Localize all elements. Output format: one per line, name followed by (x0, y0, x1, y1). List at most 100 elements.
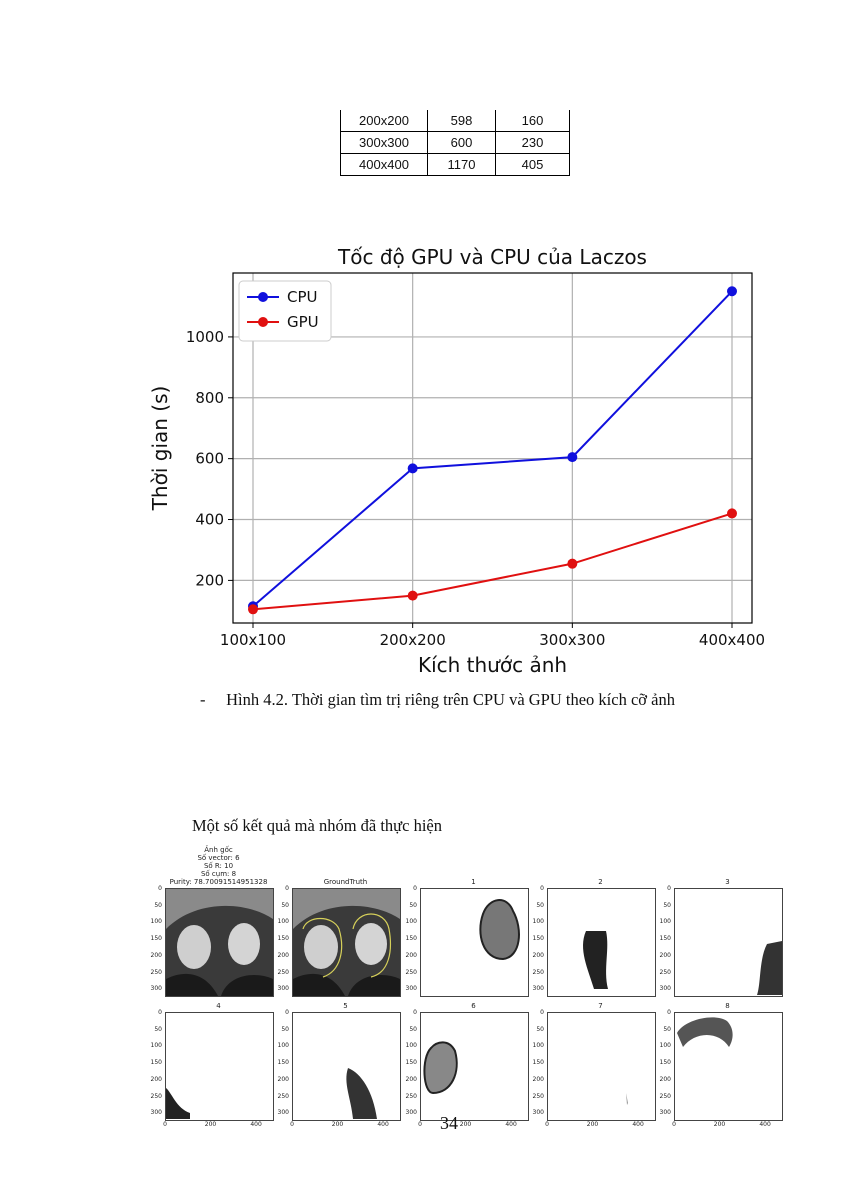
table-cell: 1170 (427, 153, 496, 176)
y-tick-label: 150 (277, 1059, 289, 1067)
results-intro: Một số kết quả mà nhóm đã thực hiện (192, 816, 442, 835)
data-point-cpu (567, 452, 578, 463)
table-row: 200x200 598 160 (340, 110, 570, 132)
result-panel: GroundTruth 0 50 100 150 200 250 300 (268, 878, 405, 1025)
y-tick-label: 200 (532, 1075, 544, 1083)
y-tick-label: 0 (285, 885, 289, 892)
x-tick-label: 300x300 (539, 631, 605, 649)
y-tick-label: 150 (405, 935, 417, 943)
result-panel: Ảnh gốc Số vector: 6 Số R: 10 Số cụm: 8 Puri… (141, 846, 278, 1025)
cluster-image (674, 888, 783, 997)
result-panel: 2 0 50 100 150 200 250 300 (523, 878, 660, 1025)
panel-title: 5 (343, 1002, 348, 1010)
y-tick-label: 200 (659, 1075, 671, 1083)
x-tick-label: 200x200 (380, 631, 446, 649)
x-tick-label: 200 (459, 1121, 472, 1128)
caption-bullet: - (200, 690, 206, 709)
y-tick-label: 200 (277, 951, 289, 959)
x-tick-label: 200 (331, 1121, 344, 1128)
y-tick-label: 200 (150, 951, 162, 959)
y-tick-label: 0 (667, 1009, 671, 1016)
y-tick-label: 50 (281, 901, 289, 909)
y-tick-label: 800 (195, 389, 224, 407)
y-tick-label: 0 (667, 885, 671, 892)
y-tick-label: 100 (150, 918, 162, 926)
y-tick-label: 250 (277, 968, 289, 976)
panel-title: 1 (471, 878, 476, 886)
table-row: 300x300 600 230 (340, 131, 570, 154)
y-tick-label: 250 (659, 1092, 671, 1100)
result-panel: 6 0 50 100 150 200 250 300 0 200 400 (396, 1002, 533, 1149)
table-cell: 160 (495, 110, 570, 132)
table-cell: 598 (427, 110, 496, 132)
table-cell: 400x400 (340, 153, 428, 176)
y-tick-label: 100 (532, 918, 544, 926)
plot-frame (232, 272, 753, 624)
x-axis-label: Kích thước ảnh (418, 653, 567, 677)
cluster-image (165, 1012, 274, 1121)
y-tick-label: 300 (405, 985, 417, 993)
series-line-gpu (252, 512, 733, 611)
y-tick-label: 100 (659, 1042, 671, 1050)
result-panel: 7 0 50 100 150 200 250 300 0 200 400 (523, 1002, 660, 1149)
original-header-line: Ảnh gốc (204, 846, 233, 854)
table-cell: 200x200 (340, 110, 428, 132)
data-point-cpu (727, 286, 737, 297)
data-point-gpu (248, 604, 258, 615)
data-point-gpu (727, 508, 737, 519)
y-tick-label: 50 (663, 1025, 671, 1033)
y-tick-label: 100 (532, 1042, 544, 1050)
y-tick-label: 0 (285, 1009, 289, 1016)
original-header-line: Số cụm: 8 (200, 870, 237, 878)
cluster-image (674, 1012, 783, 1121)
y-tick-label: 250 (405, 1092, 417, 1100)
x-tick-label: 100x100 (220, 631, 286, 649)
table-cell: 405 (495, 153, 570, 176)
y-tick-label: 200 (532, 951, 544, 959)
y-tick-label: 300 (659, 985, 671, 993)
y-tick-label: 0 (158, 885, 162, 892)
segmentation-image (292, 888, 401, 997)
y-tick-label: 100 (277, 918, 289, 926)
panel-title: 7 (598, 1002, 603, 1010)
y-tick-label: 250 (277, 1092, 289, 1100)
table-row: 400x400 1170 405 (340, 153, 570, 176)
y-tick-label: 100 (150, 1042, 162, 1050)
y-tick-label: 300 (659, 1109, 671, 1117)
y-tick-label: 100 (405, 918, 417, 926)
segmentation-image (165, 888, 274, 997)
y-tick-label: 200 (195, 571, 224, 589)
x-tick-label: 0 (672, 1121, 676, 1128)
panel-title: 2 (598, 878, 603, 886)
x-tick-label: 0 (163, 1121, 167, 1128)
panel-title: 6 (471, 1002, 476, 1010)
caption-text: Hình 4.2. Thời gian tìm trị riêng trên C… (226, 690, 675, 709)
y-tick-label: 300 (532, 1109, 544, 1117)
y-tick-label: 200 (405, 1075, 417, 1083)
y-tick-label: 100 (277, 1042, 289, 1050)
x-tick-label: 400 (759, 1121, 771, 1128)
result-panel: 5 0 50 100 150 200 250 300 0 200 400 (268, 1002, 405, 1149)
y-tick-label: 200 (150, 1075, 162, 1083)
result-panel: 8 0 50 100 150 200 250 300 0 200 400 (650, 1002, 787, 1149)
y-tick-label: 200 (659, 951, 671, 959)
x-tick-label: 400 (505, 1121, 517, 1128)
cluster-image (547, 1012, 656, 1121)
y-tick-label: 50 (409, 1025, 417, 1033)
y-tick-label: 0 (540, 885, 544, 892)
gpu-cpu-line-chart: 100x100 200x200 300x300 400x400 200 400 600 800… (148, 245, 765, 677)
y-tick-label: 50 (281, 1025, 289, 1033)
y-tick-label: 300 (405, 1109, 417, 1117)
x-tick-label: 200 (204, 1121, 217, 1128)
y-tick-label: 150 (532, 935, 544, 943)
y-tick-label: 50 (154, 1025, 162, 1033)
cluster-image (547, 888, 656, 997)
series-line-cpu (252, 290, 733, 608)
x-tick-label: 0 (418, 1121, 422, 1128)
result-panel: 1 0 50 100 150 200 250 300 (396, 878, 533, 1025)
table-cell: 300x300 (340, 131, 428, 154)
data-point-cpu (407, 463, 418, 474)
result-panel: 4 0 50 100 150 200 250 300 0 200 400 (141, 1002, 278, 1149)
y-tick-label: 100 (405, 1042, 417, 1050)
legend-marker (258, 292, 268, 302)
